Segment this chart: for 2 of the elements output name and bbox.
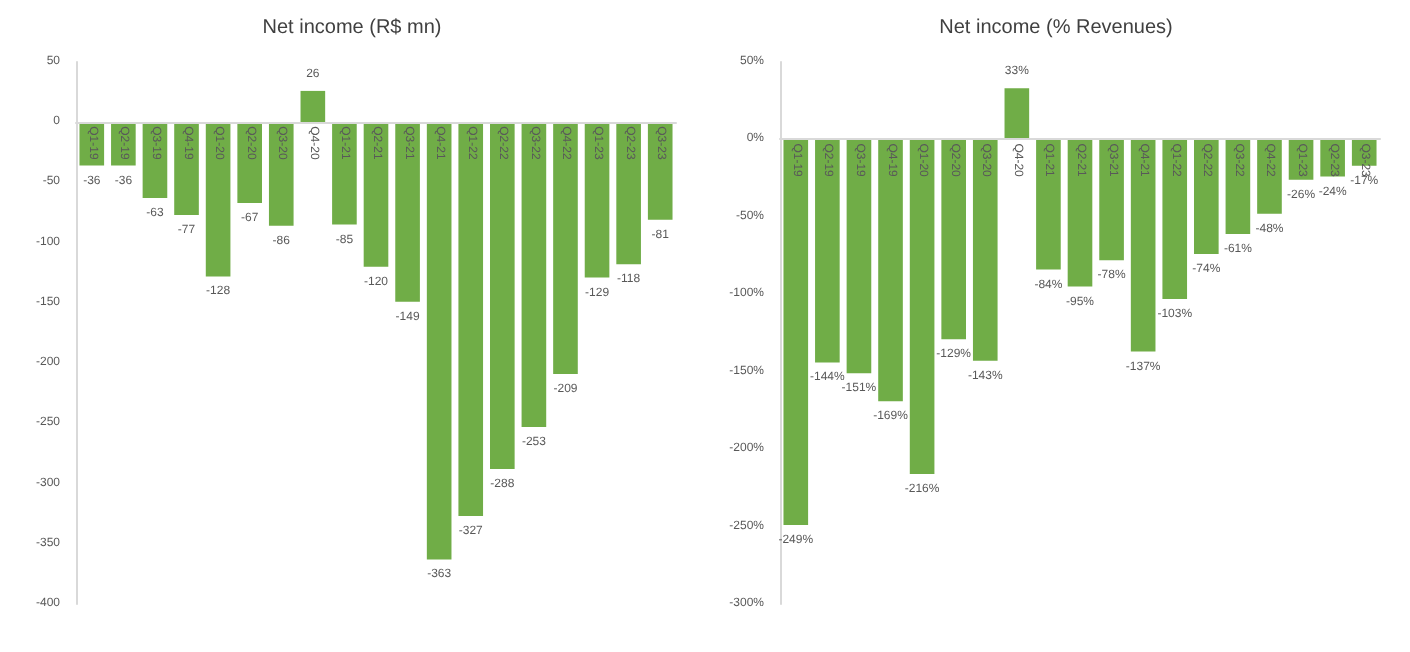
chart-title: Net income (R$ mn) (262, 17, 442, 39)
chart-title: Net income (% Revenues) (939, 17, 1173, 39)
